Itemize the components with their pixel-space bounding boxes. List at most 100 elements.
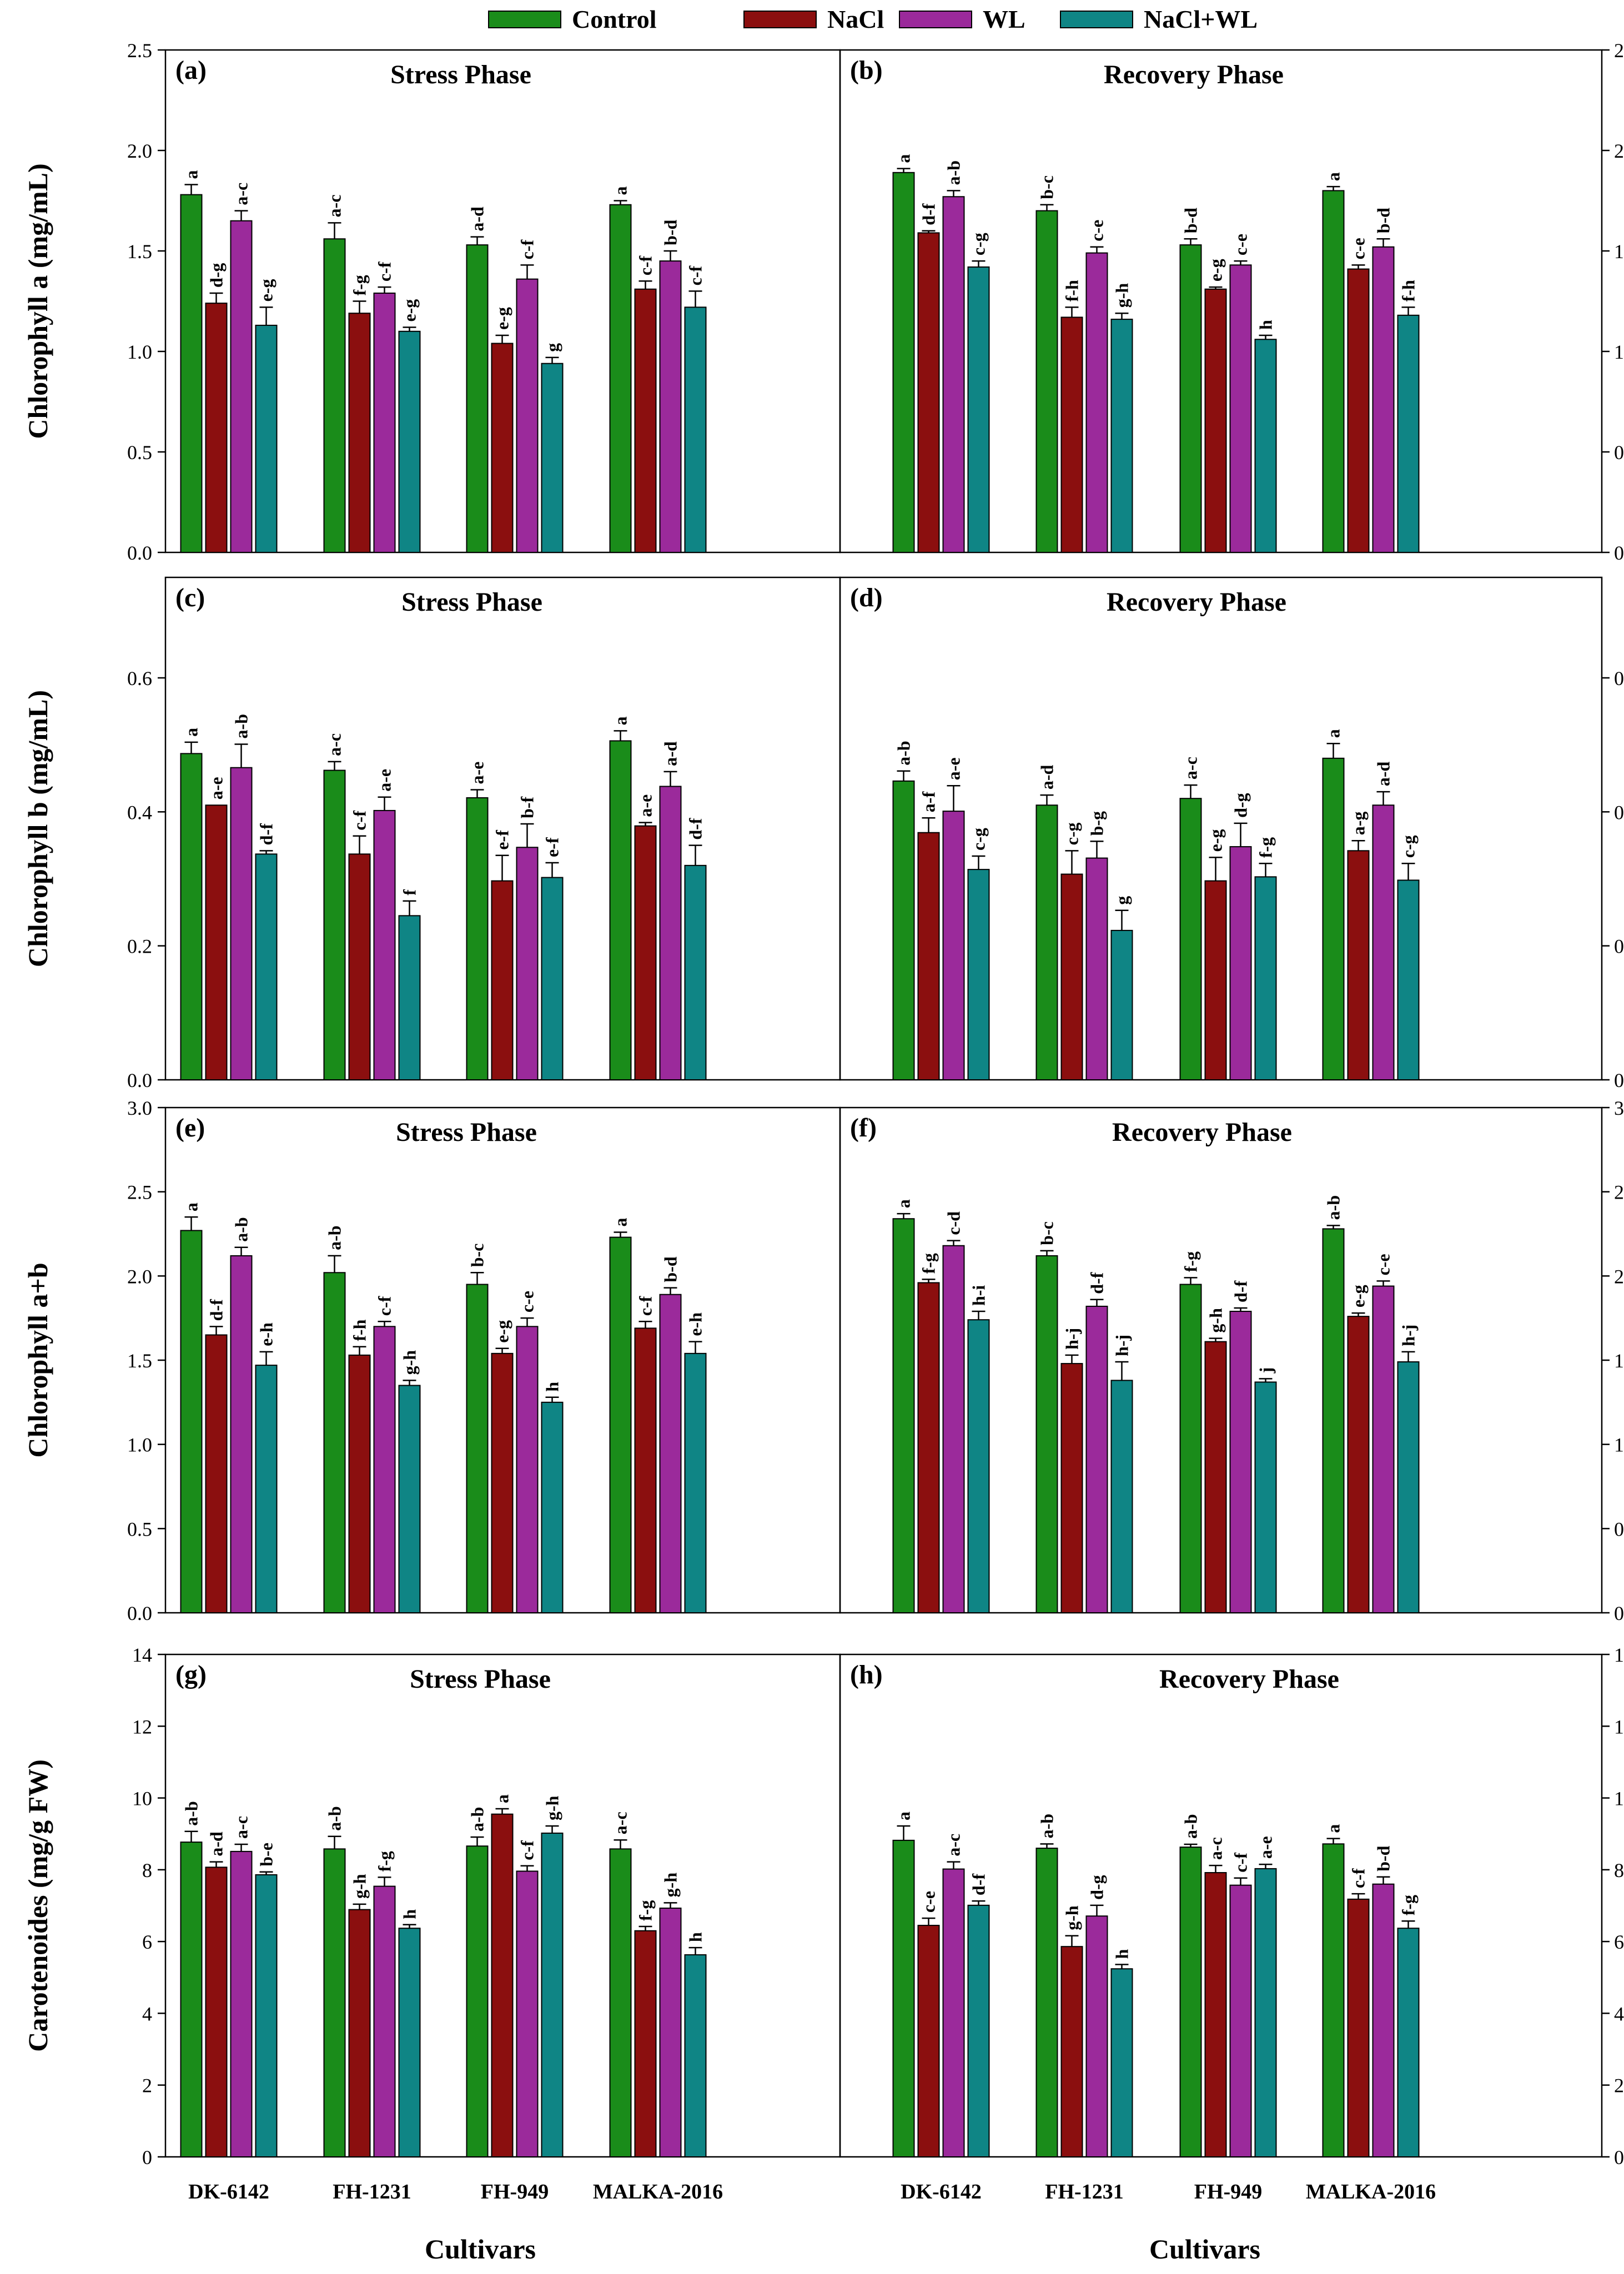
bar: [1397, 314, 1420, 554]
bar: [967, 1904, 990, 2157]
significance-label: c-g: [1062, 822, 1082, 845]
bar: [348, 853, 371, 1081]
bar: [967, 869, 990, 1081]
significance-label: d-g: [1087, 1875, 1107, 1899]
bar: [255, 1365, 278, 1614]
bar: [1254, 339, 1277, 554]
significance-label: h-j: [1399, 1325, 1419, 1346]
panel-title: Recovery Phase: [1159, 1664, 1339, 1694]
y-tick-label: 2.5: [127, 1181, 152, 1204]
y-tick-label: 14: [132, 1644, 152, 1666]
significance-label: b-c: [1037, 1221, 1057, 1245]
bar: [1035, 804, 1058, 1081]
bar: [491, 1813, 514, 2157]
panel-3: (c) Stress Phase 0.0 0.2 0.4 0.6 Chlorophyll b…: [22, 576, 841, 1091]
bar: [230, 1255, 253, 1613]
bar: [323, 1848, 346, 2157]
bar: [1060, 1363, 1083, 1613]
significance-label: b-d: [1181, 208, 1201, 233]
panel-5: (e) Stress Phase 0.0 0.5 1.0 1.5 2.0 2.5 3.0 Chlo…: [22, 1097, 841, 1624]
significance-label: h-j: [1062, 1328, 1082, 1350]
bar: [1085, 1915, 1108, 2157]
significance-label: a-b: [1181, 1814, 1201, 1839]
significance-label: f-g: [636, 1900, 656, 1921]
bar: [892, 1839, 915, 2158]
bar: [634, 1930, 657, 2157]
significance-label: a: [492, 1794, 512, 1803]
y-tick-label: 1.0: [1614, 341, 1624, 363]
y-axis-label: Chlorophyll b (mg/mL): [22, 690, 53, 967]
bar: [255, 324, 278, 553]
category-label: FH-949: [1194, 2180, 1262, 2203]
panel-4: (d) Recovery Phase 0.0 0.2 0.4 0.6 a-b a-d a-c a a…: [839, 576, 1624, 1091]
y-tick-label: 0.0: [1614, 1069, 1624, 1091]
significance-label: a-b: [944, 160, 964, 185]
panel-label: (a): [175, 56, 207, 85]
y-tick-label: 6: [142, 1931, 152, 1953]
panel-title: Stress Phase: [410, 1664, 551, 1694]
y-tick-label: 0.4: [127, 801, 152, 823]
significance-label: h: [400, 1909, 420, 1919]
category-label: DK-6142: [188, 2180, 269, 2203]
significance-label: c-e: [517, 1291, 537, 1312]
significance-label: a-b: [325, 1806, 345, 1830]
bar: [1254, 876, 1277, 1080]
significance-label: a-e: [636, 794, 656, 817]
y-tick-label: 0.5: [1614, 441, 1624, 464]
bar: [1347, 1898, 1370, 2157]
bar: [541, 877, 564, 1080]
category-label: FH-1231: [333, 2180, 411, 2203]
panel-label: (h): [850, 1660, 883, 1689]
bar: [1204, 1872, 1227, 2157]
significance-label: a-c: [325, 194, 345, 217]
significance-label: g-h: [542, 1795, 562, 1820]
significance-label: h: [542, 1382, 562, 1392]
bar: [1229, 1311, 1252, 1614]
significance-label: b-c: [467, 1244, 487, 1267]
bar: [684, 306, 707, 553]
significance-label: a-b: [1324, 1195, 1344, 1220]
significance-label: e-f: [542, 837, 562, 857]
y-tick-label: 12: [132, 1715, 152, 1738]
bar: [373, 1885, 396, 2157]
bar: [230, 220, 253, 553]
significance-label: c-g: [1399, 835, 1419, 858]
significance-label: e-h: [686, 1312, 706, 1336]
bar: [205, 1334, 228, 1613]
significance-label: a-b: [325, 1225, 345, 1250]
y-tick-label: 2: [142, 2075, 152, 2097]
significance-label: c-f: [686, 266, 706, 286]
significance-label: e-g: [492, 1320, 512, 1343]
bar: [942, 811, 965, 1081]
bar: [1372, 246, 1395, 553]
bar: [323, 769, 346, 1080]
significance-label: b-d: [1374, 208, 1394, 233]
significance-label: a: [894, 154, 914, 163]
significance-label: h: [1112, 1949, 1132, 1959]
significance-label: a-c: [325, 733, 345, 756]
significance-label: c-f: [636, 255, 656, 275]
bar: [1060, 316, 1083, 554]
significance-label: a: [611, 716, 631, 725]
significance-label: e-g: [1349, 1285, 1369, 1307]
panel-title: Recovery Phase: [1112, 1118, 1292, 1147]
significance-label: a-b: [232, 714, 252, 738]
bar: [1397, 1928, 1420, 2158]
y-tick-label: 8: [142, 1859, 152, 1881]
bar: [180, 753, 203, 1081]
panel-title: Stress Phase: [396, 1118, 537, 1147]
bar: [892, 1218, 915, 1613]
bar: [942, 1868, 965, 2157]
bar: [541, 1832, 564, 2157]
significance-label: a: [182, 728, 202, 737]
bar: [1060, 1946, 1083, 2157]
significance-label: h: [1256, 320, 1276, 330]
panel-title: Stress Phase: [390, 60, 531, 89]
bar: [1204, 288, 1227, 554]
y-tick-label: 12: [1614, 1715, 1624, 1738]
y-tick-label: 1.5: [1614, 1350, 1624, 1372]
bar: [398, 1385, 421, 1613]
significance-label: a: [182, 1203, 202, 1211]
significance-label: a: [1324, 172, 1344, 181]
